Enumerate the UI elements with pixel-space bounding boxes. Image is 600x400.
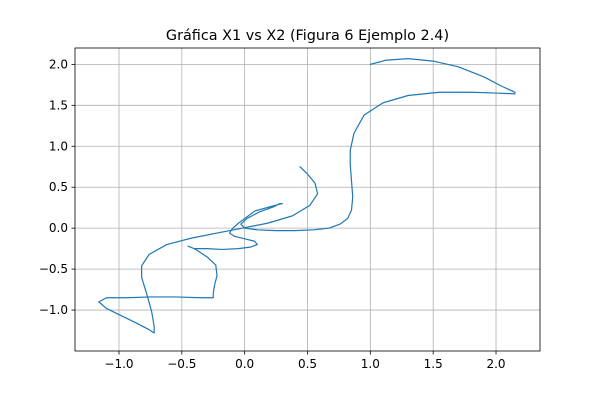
y-tick-label: 1.0 <box>49 139 68 153</box>
x-tick-label: 0.0 <box>235 357 254 371</box>
x-tick-label: 2.0 <box>486 357 505 371</box>
y-tick-label: −0.5 <box>39 262 68 276</box>
chart-title: Gráfica X1 vs X2 (Figura 6 Ejemplo 2.4) <box>166 28 449 44</box>
y-axis-ticks: −1.0 −0.5 0.0 0.5 1.0 1.5 2.0 <box>39 57 75 317</box>
x-tick-label: −1.0 <box>104 357 133 371</box>
x-tick-label: 1.5 <box>424 357 443 371</box>
y-tick-label: 2.0 <box>49 57 68 71</box>
series-line <box>98 58 516 334</box>
x-tick-label: 0.5 <box>298 357 317 371</box>
x-axis-ticks: −1.0 −0.5 0.0 0.5 1.0 1.5 2.0 <box>104 351 506 371</box>
grid <box>75 48 540 351</box>
y-tick-label: 0.0 <box>49 221 68 235</box>
y-tick-label: 0.5 <box>49 180 68 194</box>
y-tick-label: −1.0 <box>39 303 68 317</box>
y-tick-label: 1.5 <box>49 98 68 112</box>
x-tick-label: 1.0 <box>361 357 380 371</box>
x-tick-label: −0.5 <box>167 357 196 371</box>
series-layer <box>98 58 516 334</box>
